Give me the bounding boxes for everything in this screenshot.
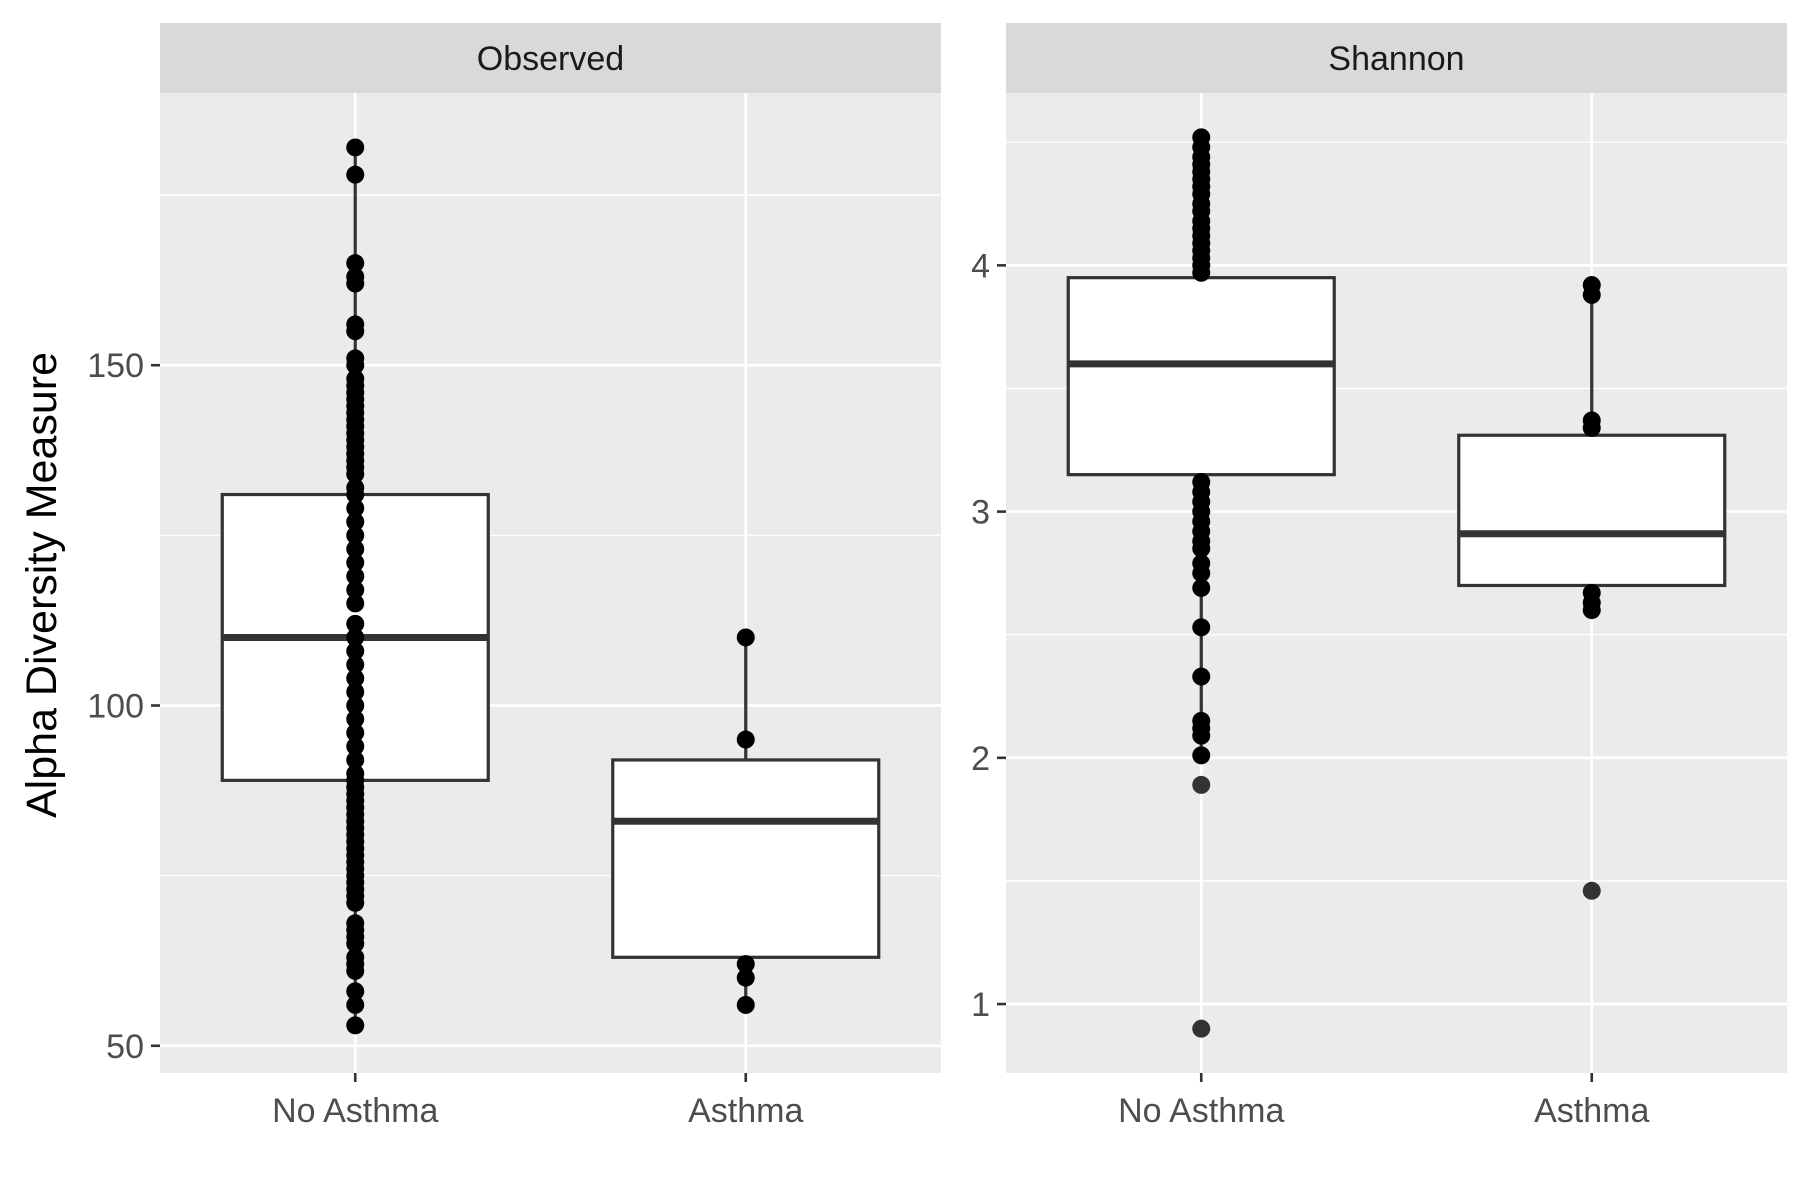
data-point — [736, 968, 755, 987]
data-point — [346, 138, 365, 157]
data-point — [346, 553, 365, 572]
data-point — [346, 961, 365, 980]
x-tick-label: No Asthma — [272, 1092, 438, 1130]
data-point — [736, 628, 755, 647]
data-point — [346, 934, 365, 953]
data-point — [346, 655, 365, 674]
data-point — [1192, 263, 1211, 282]
data-point — [346, 580, 365, 599]
data-point — [1192, 726, 1211, 745]
data-point — [736, 995, 755, 1014]
data-point — [346, 485, 365, 504]
data-point — [1192, 746, 1211, 765]
shannon-panel: Shannon 1 2 3 4 No Asthma Asthma — [971, 23, 1787, 1130]
data-point — [346, 254, 365, 273]
data-point — [736, 730, 755, 749]
facet-label: Shannon — [1328, 40, 1464, 78]
data-point — [346, 526, 365, 545]
y-tick-label: 150 — [87, 347, 144, 385]
box — [1457, 433, 1727, 588]
data-point — [346, 594, 365, 613]
data-point — [346, 356, 365, 375]
data-point — [346, 682, 365, 701]
data-point — [346, 1016, 365, 1035]
data-point — [346, 322, 365, 341]
data-point — [346, 723, 365, 742]
data-point — [1192, 667, 1211, 686]
data-point — [346, 642, 365, 661]
outlier-point — [1192, 1019, 1211, 1038]
y-tick-label: 1 — [971, 986, 990, 1024]
facet-strip — [160, 23, 941, 93]
data-point — [346, 465, 365, 484]
data-point — [346, 567, 365, 586]
data-point — [1192, 578, 1211, 597]
x-tick-label: Asthma — [1534, 1092, 1649, 1130]
data-point — [1192, 539, 1211, 558]
data-point — [346, 750, 365, 769]
data-point — [346, 737, 365, 756]
data-point — [346, 512, 365, 531]
data-point — [346, 274, 365, 293]
data-point — [346, 614, 365, 633]
box — [1066, 276, 1336, 477]
data-point — [1582, 601, 1601, 620]
x-tick-label: No Asthma — [1118, 1092, 1284, 1130]
data-point — [1192, 564, 1211, 583]
data-point — [346, 499, 365, 518]
data-point — [346, 982, 365, 1001]
y-tick-label: 3 — [971, 494, 990, 532]
data-point — [736, 955, 755, 974]
y-tick-label: 50 — [106, 1028, 144, 1066]
data-point — [1582, 418, 1601, 437]
x-tick-label: Asthma — [688, 1092, 803, 1130]
outlier-point — [1582, 881, 1601, 900]
box — [611, 758, 881, 959]
facet-label: Observed — [477, 40, 624, 78]
data-point — [346, 669, 365, 688]
observed-panel: Observed 50 100 150 No Asthma Asthma — [87, 23, 941, 1130]
y-axis-title: Alpha Diversity Measure — [18, 352, 66, 818]
data-point — [346, 539, 365, 558]
data-point — [346, 893, 365, 912]
data-point — [346, 710, 365, 729]
facet-strip — [1006, 23, 1787, 93]
y-tick-label: 100 — [87, 688, 144, 726]
y-tick-label: 2 — [971, 740, 990, 778]
data-point — [346, 165, 365, 184]
data-point — [346, 696, 365, 715]
data-point — [346, 628, 365, 647]
data-point — [1582, 285, 1601, 304]
data-point — [1192, 618, 1211, 637]
data-point — [346, 995, 365, 1014]
y-tick-label: 4 — [971, 247, 990, 285]
outlier-point — [1192, 775, 1211, 794]
